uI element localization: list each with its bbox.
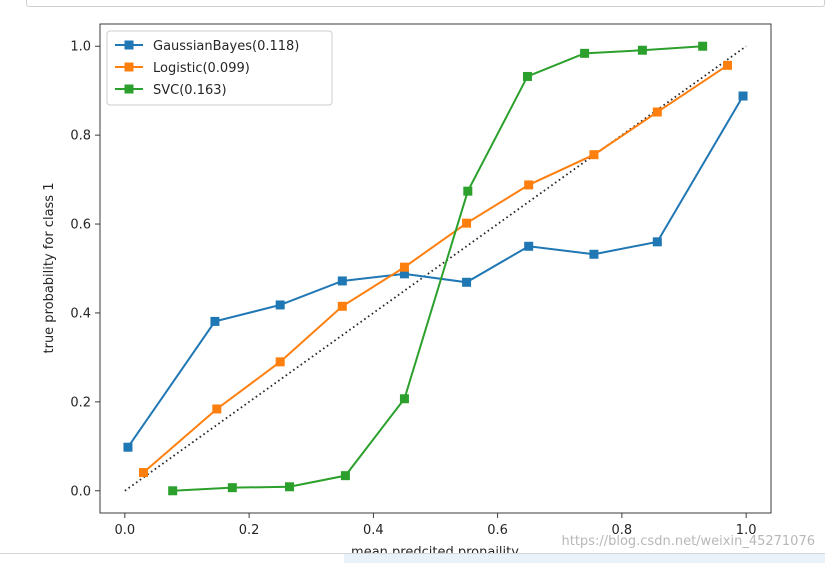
x-tick-label: 0.0 [115, 523, 136, 538]
series-1-marker [723, 60, 733, 70]
series-0-marker [210, 316, 220, 326]
series-1-marker [275, 357, 285, 367]
series-2-marker [698, 41, 708, 51]
series-0-marker [652, 237, 662, 247]
series-2-marker [284, 482, 294, 492]
series-line-0 [127, 95, 744, 448]
ticks-layer: 0.0 0.2 0.4 0.6 0.8 1.0 0.0 0.2 0.4 0.6 0.8 1.0 [70, 40, 756, 538]
legend-entry-label: GaussianBayes(0.118) [153, 39, 299, 54]
legend: GaussianBayes(0.118) Logistic(0.099) SVC(0… [106, 30, 333, 106]
legend-entry-label: SVC(0.163) [153, 83, 227, 98]
series-2-marker [522, 71, 532, 81]
series-1-marker [138, 468, 148, 478]
legend-entry-label: Logistic(0.099) [153, 61, 250, 76]
series-1-marker [462, 218, 472, 228]
series-2-marker [227, 483, 237, 493]
y-axis-label: true probability for class 1 [42, 183, 57, 354]
series-0-marker [123, 442, 133, 452]
series-1-marker [524, 180, 534, 190]
series-2-marker [340, 471, 350, 481]
series-1-marker [652, 107, 662, 117]
series-2-marker [168, 486, 178, 496]
series-0-marker [275, 300, 285, 310]
y-tick-label: 0.6 [70, 218, 91, 233]
series-2-marker [637, 45, 647, 55]
series-1-marker [589, 150, 599, 160]
series-2-marker [399, 394, 409, 404]
series-1-marker [399, 262, 409, 272]
reference-layer [124, 45, 747, 492]
series-1-marker [337, 301, 347, 311]
y-tick-label: 0.0 [70, 484, 91, 499]
legend-box [106, 30, 333, 106]
series-0-marker [462, 277, 472, 287]
series-0-marker [337, 276, 347, 286]
watermark: https://blog.csdn.net/weixin_45271076 [561, 534, 815, 549]
legend-swatch-marker [124, 40, 134, 50]
y-tick-label: 0.4 [70, 306, 91, 321]
legend-swatch-marker [124, 62, 134, 72]
series-2-marker [463, 186, 473, 196]
series-1-marker [212, 404, 222, 414]
series-2-marker [580, 48, 590, 58]
legend-swatch-marker [124, 84, 134, 94]
x-tick-label: 0.6 [487, 523, 508, 538]
bottom-strip [0, 553, 825, 563]
x-tick-label: 0.8 [612, 523, 633, 538]
series-layer [123, 41, 748, 496]
x-tick-label: 0.4 [363, 523, 384, 538]
series-line-1 [142, 64, 729, 474]
series-0-marker [738, 91, 748, 101]
bottom-strip-highlight [344, 554, 825, 563]
x-tick-label: 0.2 [239, 523, 260, 538]
series-line-2 [172, 45, 703, 492]
series-0-marker [399, 269, 409, 279]
y-tick-label: 1.0 [70, 40, 91, 55]
y-tick-label: 0.8 [70, 129, 91, 144]
perfect-calibration-line [124, 45, 747, 492]
x-tick-label: 1.0 [736, 523, 757, 538]
y-tick-label: 0.2 [70, 395, 91, 410]
series-0-marker [589, 249, 599, 259]
series-0-marker [524, 241, 534, 251]
